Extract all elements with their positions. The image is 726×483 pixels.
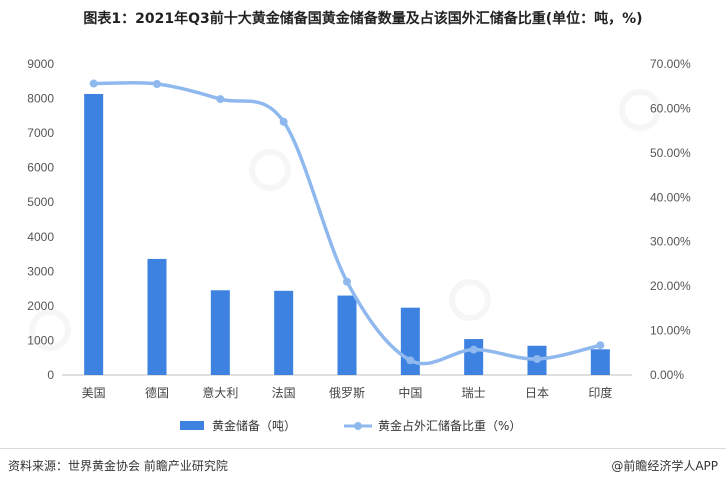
bar (274, 290, 294, 375)
line-series (89, 79, 605, 366)
x-tick-label: 法国 (272, 386, 296, 400)
y-axis-left: 0 1000 2000 3000 4000 5000 6000 7000 8000 9000 (27, 57, 54, 382)
line-point (343, 277, 351, 286)
bar (210, 290, 230, 375)
y-right-tick-label: 0.00% (650, 368, 684, 382)
y-left-tick-label: 8000 (27, 92, 54, 106)
combo-chart: 0 1000 2000 3000 4000 5000 6000 7000 8000 9000 0.… (27, 57, 691, 433)
bar (147, 258, 167, 375)
x-tick-label: 瑞士 (462, 386, 486, 400)
y-axis-right: 0.00% 10.00% 20.00% 30.00% 40.00% 50.00% 60.00… (650, 57, 691, 382)
watermark-mark (449, 279, 491, 321)
bar (590, 349, 610, 375)
source-note: 资料来源：世界黄金协会 前瞻产业研究院 (8, 459, 228, 473)
y-right-tick-label: 70.00% (650, 57, 691, 71)
bar (84, 93, 104, 376)
bar-series (84, 93, 610, 376)
chart-title: 图表1：2021年Q3前十大黄金储备国黄金储备数量及占该国外汇储备比重(单位：吨… (83, 11, 643, 27)
x-tick-label: 中国 (398, 385, 422, 400)
line-point (406, 356, 415, 365)
x-tick-label: 德国 (145, 385, 169, 400)
line-point (469, 345, 478, 354)
line-point (279, 117, 288, 126)
y-left-tick-label: 3000 (27, 264, 54, 278)
legend-swatch-point (354, 422, 362, 430)
y-right-tick-label: 60.00% (650, 101, 691, 115)
x-tick-label: 印度 (588, 385, 612, 400)
x-tick-label: 意大利 (202, 385, 238, 400)
y-left-tick-label: 0 (47, 368, 54, 382)
legend: 黄金储备（吨） 黄金占外汇储备比重（%） (180, 418, 521, 433)
y-right-tick-label: 40.00% (650, 190, 691, 204)
line-point (153, 79, 161, 88)
line-point (89, 79, 98, 88)
y-left-tick-label: 4000 (27, 230, 54, 244)
y-left-tick-label: 7000 (27, 126, 54, 140)
bar (337, 295, 357, 375)
bar (464, 339, 484, 375)
y-right-tick-label: 20.00% (650, 279, 691, 293)
x-axis: 美国 德国 意大利 法国 俄罗斯 中国 瑞士 日本 印度 (62, 374, 632, 400)
y-left-tick-label: 6000 (27, 161, 54, 175)
legend-swatch-bar (180, 421, 204, 430)
line-point (216, 95, 225, 104)
y-left-tick-label: 5000 (27, 195, 54, 209)
line-point (533, 355, 541, 364)
y-right-tick-label: 10.00% (650, 324, 691, 338)
y-left-tick-label: 2000 (27, 299, 54, 313)
legend-label-line: 黄金占外汇储备比重（%） (378, 418, 521, 433)
watermark-mark (29, 309, 71, 351)
footer: 资料来源：世界黄金协会 前瞻产业研究院 @前瞻经济学人APP (0, 448, 726, 483)
watermark-mark (619, 89, 661, 131)
y-right-tick-label: 50.00% (650, 146, 691, 160)
series-line (91, 80, 603, 366)
y-left-tick-label: 1000 (27, 333, 54, 347)
x-tick-label: 俄罗斯 (329, 386, 365, 400)
credit-note: @前瞻经济学人APP (611, 459, 718, 473)
y-left-tick-label: 9000 (27, 57, 54, 71)
watermark-logo (29, 89, 661, 351)
x-tick-label: 日本 (525, 386, 549, 400)
watermark-mark (249, 149, 291, 191)
x-tick-label: 美国 (82, 386, 106, 400)
line-point (596, 341, 605, 350)
bar (400, 307, 420, 375)
y-right-tick-label: 30.00% (650, 235, 691, 249)
legend-label-bar: 黄金储备（吨） (212, 418, 296, 433)
